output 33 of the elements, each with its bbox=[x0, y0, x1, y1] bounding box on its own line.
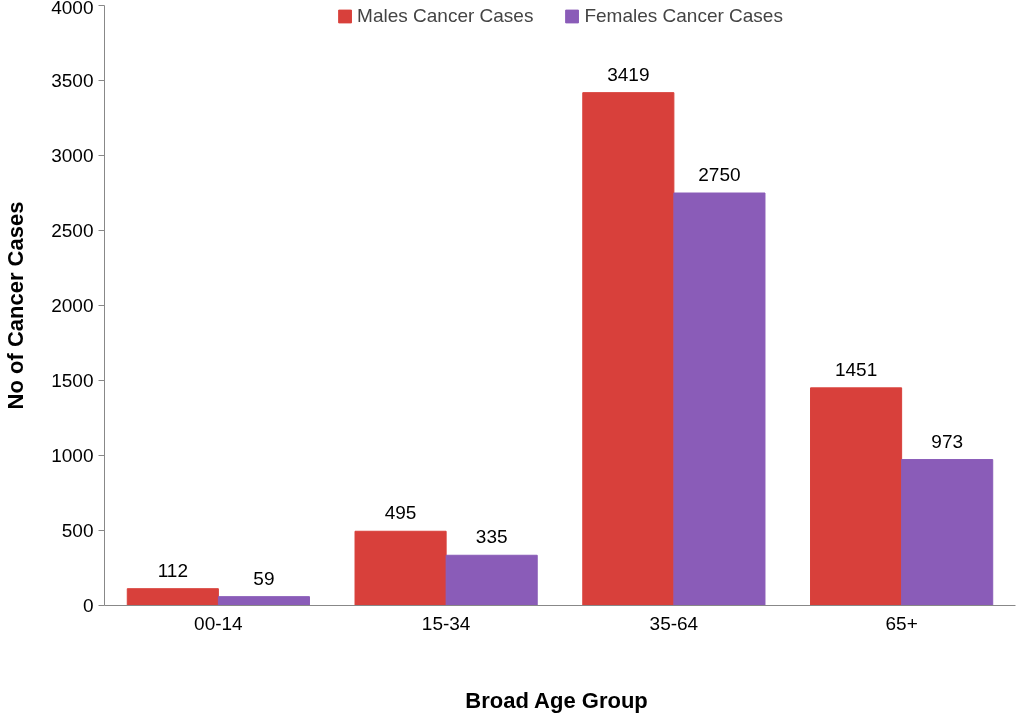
bar bbox=[445, 554, 538, 606]
data-label: 3419 bbox=[607, 63, 650, 85]
y-tick-label: 2500 bbox=[51, 220, 94, 241]
bar bbox=[354, 530, 447, 606]
x-tick-label: 65+ bbox=[885, 612, 918, 634]
legend-label: Males Cancer Cases bbox=[357, 5, 534, 27]
y-tick-label: 1000 bbox=[51, 445, 94, 466]
y-tick-label: 3000 bbox=[51, 145, 94, 166]
bar bbox=[810, 387, 903, 606]
y-tick-label: 0 bbox=[82, 595, 94, 616]
data-label: 335 bbox=[475, 526, 508, 548]
bar bbox=[901, 459, 994, 606]
data-label: 495 bbox=[384, 502, 417, 524]
y-axis-title: No of Cancer Cases bbox=[3, 201, 29, 410]
bar bbox=[582, 92, 675, 606]
x-tick-label: 00-14 bbox=[194, 612, 244, 634]
x-axis-title: Broad Age Group bbox=[465, 687, 648, 713]
y-tick-label: 2000 bbox=[51, 295, 94, 316]
y-tick-label: 1500 bbox=[51, 370, 94, 391]
y-tick-label: 3500 bbox=[51, 70, 94, 91]
y-tick-label: 500 bbox=[61, 520, 94, 541]
data-label: 59 bbox=[253, 567, 275, 589]
data-label: 1451 bbox=[834, 358, 878, 380]
bar bbox=[673, 192, 766, 606]
x-tick-label: 15-34 bbox=[421, 612, 471, 634]
bar bbox=[217, 596, 310, 606]
legend-label: Females Cancer Cases bbox=[584, 5, 783, 27]
x-tick-label: 35-64 bbox=[649, 612, 699, 634]
y-tick-label: 4000 bbox=[51, 0, 94, 18]
data-label: 973 bbox=[931, 430, 964, 452]
bar bbox=[126, 588, 219, 606]
data-label: 112 bbox=[157, 559, 188, 581]
data-label: 2750 bbox=[698, 164, 741, 185]
